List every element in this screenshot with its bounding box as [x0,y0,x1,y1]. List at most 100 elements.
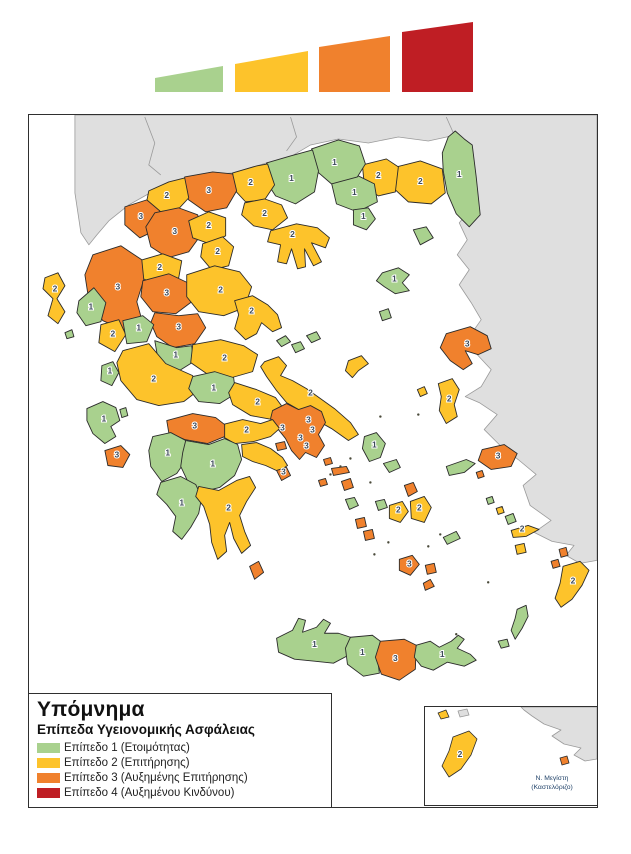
region-level-label: 2 [262,208,267,218]
map-region-level-2 [495,505,505,515]
legend-item: Επίπεδο 3 (Αυξημένης Επιτήρησης) [37,770,323,785]
map-region-level-1 [291,341,305,354]
region-level-label: 2 [151,374,156,384]
region-level-label: 2 [396,504,401,514]
inset-region-level-label: 2 [458,749,463,759]
region-level-label: 2 [206,220,211,230]
risk-scale-step-4 [402,22,473,92]
region-level-label: 2 [376,170,381,180]
islet [427,545,430,548]
map-region-level-3 [362,528,375,541]
map-region-level-1 [497,638,510,649]
region-level-label: 2 [308,388,313,398]
map-region-level-1 [413,634,477,671]
map-region-level-1 [361,432,386,462]
map-region-level-3 [276,467,291,481]
region-level-label: 1 [179,497,184,507]
legend-items: Επίπεδο 1 (Ετοιμότητας) Επίπεδο 2 (Επιτήρ… [37,740,323,800]
region-level-label: 2 [157,262,162,272]
map-region-level-1 [352,207,376,231]
region-level-label: 3 [114,450,119,460]
region-level-label: 3 [192,421,197,431]
region-level-label: 3 [164,288,169,298]
legend-item: Επίπεδο 2 (Επιτήρησης) [37,755,323,770]
region-level-label: 1 [392,274,397,284]
region-level-label: 2 [164,190,169,200]
map-region-level-1 [344,496,359,510]
region-level-label: 3 [172,226,177,236]
islet [387,541,390,544]
legend-swatch-level-1 [37,742,60,753]
map-region-level-2 [222,419,281,444]
region-level-label: 3 [407,558,412,568]
region-level-label: 1 [173,350,178,360]
region-level-label: 1 [440,649,445,659]
region-level-label: 1 [211,383,216,393]
map-region-level-3 [558,546,569,558]
legend-item: Επίπεδο 1 (Ετοιμότητας) [37,740,323,755]
map-region-level-1 [311,139,366,185]
map-region-level-1 [374,498,388,511]
region-level-label: 3 [298,433,303,443]
region-level-label: 1 [89,302,94,312]
risk-scale-step-2 [235,51,308,92]
region-level-label: 1 [289,173,294,183]
map-region-level-3 [341,478,354,491]
map-region-level-2 [195,476,257,560]
map-region-level-1 [306,331,321,344]
country-border [445,116,455,136]
map-region-level-3 [323,457,333,466]
region-level-label: 2 [226,502,231,512]
map-region-level-3 [140,273,193,315]
map-region-level-3 [374,638,417,681]
map-region-level-3 [104,445,131,468]
legend-swatch-level-4 [37,787,60,798]
risk-scale [0,0,631,110]
region-level-label: 2 [290,229,295,239]
region-level-label: 2 [447,394,452,404]
region-level-label: 3 [206,185,211,195]
map-region-level-1 [441,130,481,228]
region-level-label: 1 [360,647,365,657]
risk-scale-step-3 [319,36,390,92]
map-region-level-2 [98,319,127,353]
map-region-level-3 [475,470,485,479]
region-level-label: 2 [110,329,115,339]
map-region-level-3 [145,207,203,259]
region-level-label: 1 [361,211,366,221]
map-region-level-3 [275,441,287,451]
region-level-label: 3 [304,441,309,451]
map-region-level-1 [445,459,476,476]
map-region-level-3 [550,558,561,569]
legend-title: Υπόμνημα [37,698,145,721]
map-region-level-2 [514,542,527,555]
islet [339,465,342,468]
map-region-level-1 [100,361,120,387]
map-region-level-2 [554,560,590,608]
region-level-label: 2 [218,285,223,295]
map-region-level-2 [200,236,235,271]
region-level-label: 3 [306,415,311,425]
region-level-label: 2 [248,177,253,187]
map-region-level-1 [412,226,434,246]
map-region-level-3 [354,516,367,529]
map-region-level-1 [344,634,381,677]
map-region-level-1 [148,432,189,482]
map-region-level-2 [510,524,540,538]
region-level-label: 3 [496,451,501,461]
inset-region-level-2 [441,730,478,778]
region-level-label: 1 [107,366,112,376]
map-region-level-1 [180,438,243,492]
region-level-label: 1 [352,187,357,197]
legend-swatch-level-3 [37,772,60,783]
islet [439,533,442,536]
region-level-label: 3 [115,282,120,292]
map-region-level-1 [276,617,351,664]
map-region-level-3 [331,466,350,476]
map-region-level-2 [116,343,198,407]
region-level-label: 1 [210,458,215,468]
region-level-label: 3 [138,211,143,221]
